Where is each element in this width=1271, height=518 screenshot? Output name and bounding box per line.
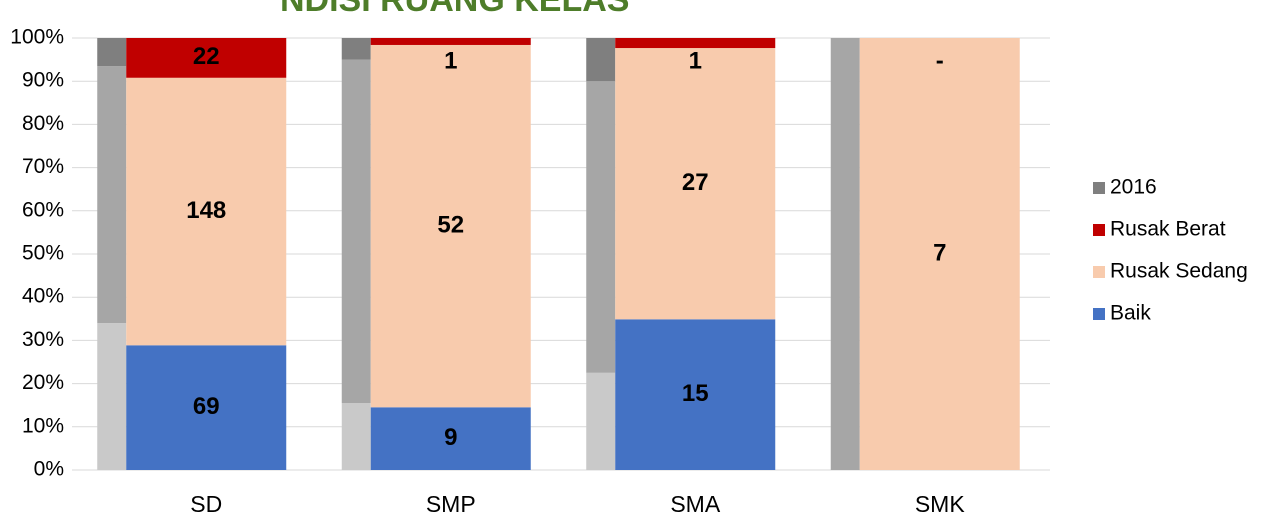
bar-segment bbox=[126, 77, 287, 346]
legend-label: Baik bbox=[1110, 302, 1151, 325]
value-label: 7 bbox=[933, 239, 946, 266]
y-tick-label: 40% bbox=[22, 285, 64, 308]
bar-segment bbox=[126, 345, 287, 470]
value-label: 15 bbox=[682, 380, 709, 407]
x-tick-label: SD bbox=[190, 491, 222, 517]
x-tick-label: SMA bbox=[670, 491, 721, 517]
reference-segment bbox=[341, 59, 371, 404]
reference-segment bbox=[830, 38, 860, 470]
value-label: 1 bbox=[689, 47, 702, 74]
reference-segment bbox=[586, 372, 616, 470]
value-label: 1 bbox=[444, 47, 457, 74]
reference-segment bbox=[97, 323, 127, 470]
reference-segment bbox=[586, 81, 616, 373]
bar-segment bbox=[859, 38, 1020, 470]
y-tick-label: 10% bbox=[22, 414, 64, 437]
bar-segment bbox=[370, 407, 531, 470]
y-tick-label: 90% bbox=[22, 69, 64, 92]
y-tick-label: 50% bbox=[22, 242, 64, 265]
legend-label: Rusak Sedang bbox=[1110, 260, 1248, 283]
y-tick-label: 80% bbox=[22, 112, 64, 135]
bar-segment bbox=[615, 48, 776, 320]
legend-label: 2016 bbox=[1110, 176, 1157, 199]
y-tick-label: 70% bbox=[22, 155, 64, 178]
reference-segment bbox=[341, 38, 371, 60]
chart-title: NDISI RUANG KELAS bbox=[280, 0, 629, 19]
bar-segment bbox=[370, 38, 531, 45]
legend-swatch bbox=[1093, 182, 1105, 194]
reference-segment bbox=[97, 66, 127, 324]
bar-segment bbox=[615, 38, 776, 49]
bar-segment bbox=[126, 38, 287, 78]
value-label: 27 bbox=[682, 169, 709, 196]
reference-segment bbox=[586, 38, 616, 82]
bar-segment bbox=[370, 44, 531, 408]
y-tick-label: 100% bbox=[10, 26, 64, 49]
reference-segment bbox=[97, 38, 127, 67]
legend-swatch bbox=[1093, 266, 1105, 278]
y-tick-label: 60% bbox=[22, 198, 64, 221]
x-tick-label: SMP bbox=[426, 491, 476, 517]
value-label: 52 bbox=[437, 211, 464, 238]
y-tick-label: 0% bbox=[34, 458, 64, 481]
value-label: 9 bbox=[444, 424, 457, 451]
legend-swatch bbox=[1093, 224, 1105, 236]
value-label: - bbox=[936, 47, 944, 74]
reference-segment bbox=[341, 403, 371, 470]
y-tick-label: 20% bbox=[22, 371, 64, 394]
value-label: 69 bbox=[193, 393, 220, 420]
bar-segment bbox=[615, 319, 776, 470]
y-tick-label: 30% bbox=[22, 328, 64, 351]
value-label: 148 bbox=[186, 197, 226, 224]
legend-label: Rusak Berat bbox=[1110, 218, 1226, 241]
x-tick-label: SMK bbox=[915, 491, 966, 517]
value-label: 22 bbox=[193, 43, 220, 70]
legend-swatch bbox=[1093, 308, 1105, 320]
